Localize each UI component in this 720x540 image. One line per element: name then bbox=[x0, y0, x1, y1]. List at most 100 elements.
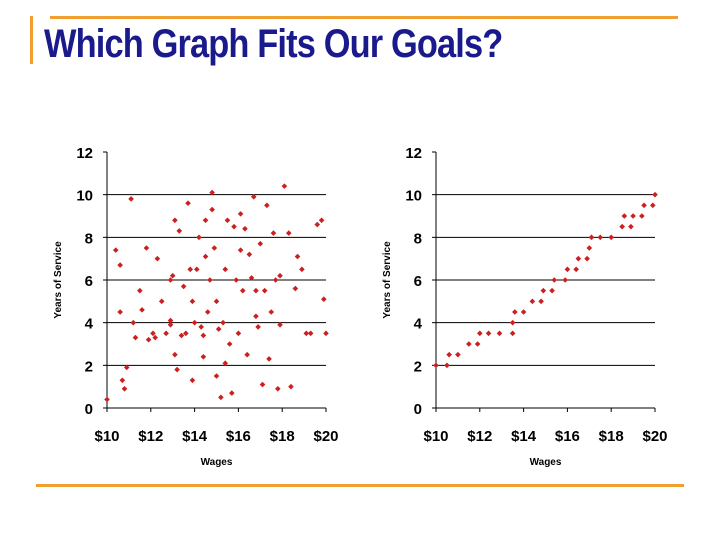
data-point bbox=[575, 255, 582, 262]
data-point bbox=[281, 183, 288, 189]
data-point bbox=[321, 296, 327, 302]
data-point bbox=[137, 287, 143, 294]
x-tick-label: $16 bbox=[555, 428, 580, 445]
data-point bbox=[285, 230, 292, 236]
y-tick-label: 6 bbox=[414, 273, 422, 290]
data-point bbox=[277, 322, 283, 328]
data-point bbox=[586, 245, 593, 251]
data-point bbox=[213, 373, 220, 379]
data-point bbox=[520, 309, 527, 315]
data-point bbox=[222, 266, 229, 273]
data-point bbox=[130, 319, 137, 326]
data-point bbox=[189, 377, 196, 384]
scatter-chart-2: 0 2 4 6 8 10 12 $10 $12 $14 $16 $18 $20 Wages Years of… bbox=[382, 145, 668, 468]
data-point bbox=[272, 277, 279, 283]
data-point bbox=[477, 330, 483, 337]
data-point bbox=[204, 309, 211, 315]
data-point bbox=[485, 330, 492, 337]
y-tick-label: 0 bbox=[85, 401, 93, 418]
data-point bbox=[509, 319, 516, 326]
data-point bbox=[104, 396, 110, 403]
data-point bbox=[187, 266, 194, 273]
data-point bbox=[172, 351, 178, 358]
data-point bbox=[112, 247, 119, 253]
x-axis-title: Wages bbox=[201, 457, 233, 468]
data-point bbox=[213, 298, 220, 305]
data-point bbox=[597, 234, 604, 241]
data-point bbox=[474, 341, 481, 347]
data-point bbox=[562, 277, 569, 283]
data-point bbox=[255, 324, 261, 330]
data-point bbox=[233, 277, 240, 283]
data-point bbox=[209, 189, 215, 196]
data-point bbox=[266, 356, 272, 362]
data-point bbox=[191, 319, 198, 326]
x-tick-label: $10 bbox=[423, 428, 448, 445]
data-point bbox=[641, 202, 647, 209]
data-point bbox=[226, 341, 233, 347]
data-point bbox=[455, 351, 461, 358]
data-point bbox=[270, 230, 277, 236]
data-point bbox=[152, 334, 158, 341]
data-point bbox=[207, 277, 213, 283]
data-point bbox=[446, 351, 452, 358]
data-point bbox=[176, 228, 183, 234]
data-point bbox=[202, 253, 209, 260]
data-point bbox=[145, 336, 152, 343]
data-point bbox=[246, 251, 253, 258]
data-point bbox=[224, 217, 231, 224]
data-point bbox=[264, 202, 270, 209]
data-point bbox=[132, 334, 139, 341]
data-point bbox=[231, 223, 237, 230]
data-point bbox=[540, 287, 547, 294]
y-tick-label: 2 bbox=[414, 358, 422, 375]
data-point bbox=[628, 223, 634, 230]
data-point bbox=[307, 330, 314, 337]
data-point bbox=[218, 394, 224, 401]
x-tick-label: $16 bbox=[226, 428, 251, 445]
data-point bbox=[299, 266, 305, 273]
data-point bbox=[174, 366, 180, 373]
data-point bbox=[277, 272, 283, 279]
data-point bbox=[250, 194, 257, 200]
data-point bbox=[200, 354, 207, 360]
data-point bbox=[584, 255, 590, 262]
data-point bbox=[630, 213, 636, 219]
scatter-chart-1: 0 2 4 6 8 10 12 $10 $12 $14 $16 $18 $20 Wages Years of… bbox=[53, 145, 339, 468]
y-axis-title: Years of Service bbox=[382, 241, 393, 319]
slide-title: Which Graph Fits Our Goals? bbox=[44, 22, 503, 66]
data-point bbox=[529, 298, 536, 305]
data-point bbox=[220, 319, 226, 326]
y-tick-label: 8 bbox=[85, 230, 93, 247]
left-accent-rule bbox=[30, 16, 33, 64]
data-point bbox=[433, 362, 439, 369]
data-point bbox=[496, 330, 503, 337]
data-point bbox=[163, 330, 169, 337]
data-point bbox=[619, 223, 625, 230]
data-point bbox=[128, 196, 134, 202]
data-point bbox=[200, 332, 207, 339]
data-point bbox=[119, 377, 126, 384]
x-tick-label: $14 bbox=[511, 428, 537, 445]
data-point bbox=[466, 341, 472, 347]
data-point bbox=[244, 351, 250, 358]
top-accent-rule bbox=[50, 16, 678, 19]
data-point bbox=[288, 383, 294, 390]
data-point bbox=[172, 217, 178, 224]
data-point bbox=[512, 309, 518, 315]
x-tick-label: $12 bbox=[467, 428, 492, 445]
x-tick-label: $20 bbox=[642, 428, 667, 445]
data-point bbox=[257, 240, 264, 247]
data-point bbox=[608, 234, 614, 241]
y-tick-label: 2 bbox=[85, 358, 93, 375]
data-point bbox=[143, 245, 150, 251]
y-tick-label: 0 bbox=[414, 401, 422, 418]
data-point bbox=[259, 381, 266, 388]
data-point bbox=[509, 330, 516, 337]
data-point bbox=[121, 386, 128, 392]
data-point bbox=[261, 287, 268, 294]
data-point bbox=[117, 309, 123, 315]
data-point bbox=[202, 217, 209, 224]
data-point bbox=[169, 272, 176, 279]
